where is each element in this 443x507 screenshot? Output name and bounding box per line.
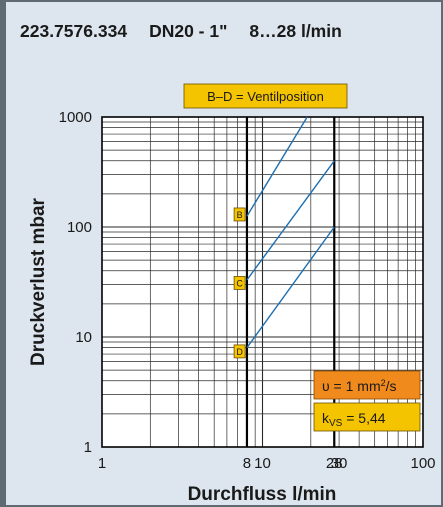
series-label-B: B <box>237 210 243 220</box>
legend-box <box>183 83 348 109</box>
article-number: 223.7576.334 <box>20 20 128 41</box>
y-tick-label: 1000 <box>59 109 92 126</box>
x-axis-title: Durchfluss l/min <box>188 484 337 505</box>
series-line-B <box>246 116 308 217</box>
series-marker-D <box>233 344 246 359</box>
series-line-D <box>246 226 335 349</box>
x-tick-label: 8 <box>243 455 251 472</box>
left-edge-bar <box>0 0 6 507</box>
x-tick-label: 30 <box>331 455 348 472</box>
x-tick-label: 10 <box>254 455 271 472</box>
nominal-size: DN20 - 1" <box>149 20 228 41</box>
y-axis-title: Druckverlust mbar <box>28 197 49 366</box>
viscosity-box <box>313 370 421 400</box>
flow-range: 8…28 l/min <box>249 20 342 41</box>
series-line-C <box>246 160 335 281</box>
x-tick-label: 100 <box>410 455 435 472</box>
kvs-box <box>313 402 421 432</box>
series-label-D: D <box>236 347 243 357</box>
series-marker-C <box>233 276 246 290</box>
kvs-label: kVS = 5,44 <box>322 410 386 429</box>
plot-frame <box>101 116 424 448</box>
x-tick-label: 1 <box>98 455 106 472</box>
series-marker-B <box>233 207 246 222</box>
y-tick-label: 1 <box>84 439 92 456</box>
x-tick-label: 28 <box>326 455 343 472</box>
viscosity-label: υ = 1 mm2/s <box>322 378 397 394</box>
legend-text: B–D = Ventilposition <box>207 89 324 104</box>
y-tick-label: 10 <box>75 329 92 346</box>
y-tick-label: 100 <box>67 219 92 236</box>
series-label-C: C <box>236 279 243 289</box>
chart-header: 223.7576.334 DN20 - 1" 8…28 l/min <box>20 18 342 44</box>
